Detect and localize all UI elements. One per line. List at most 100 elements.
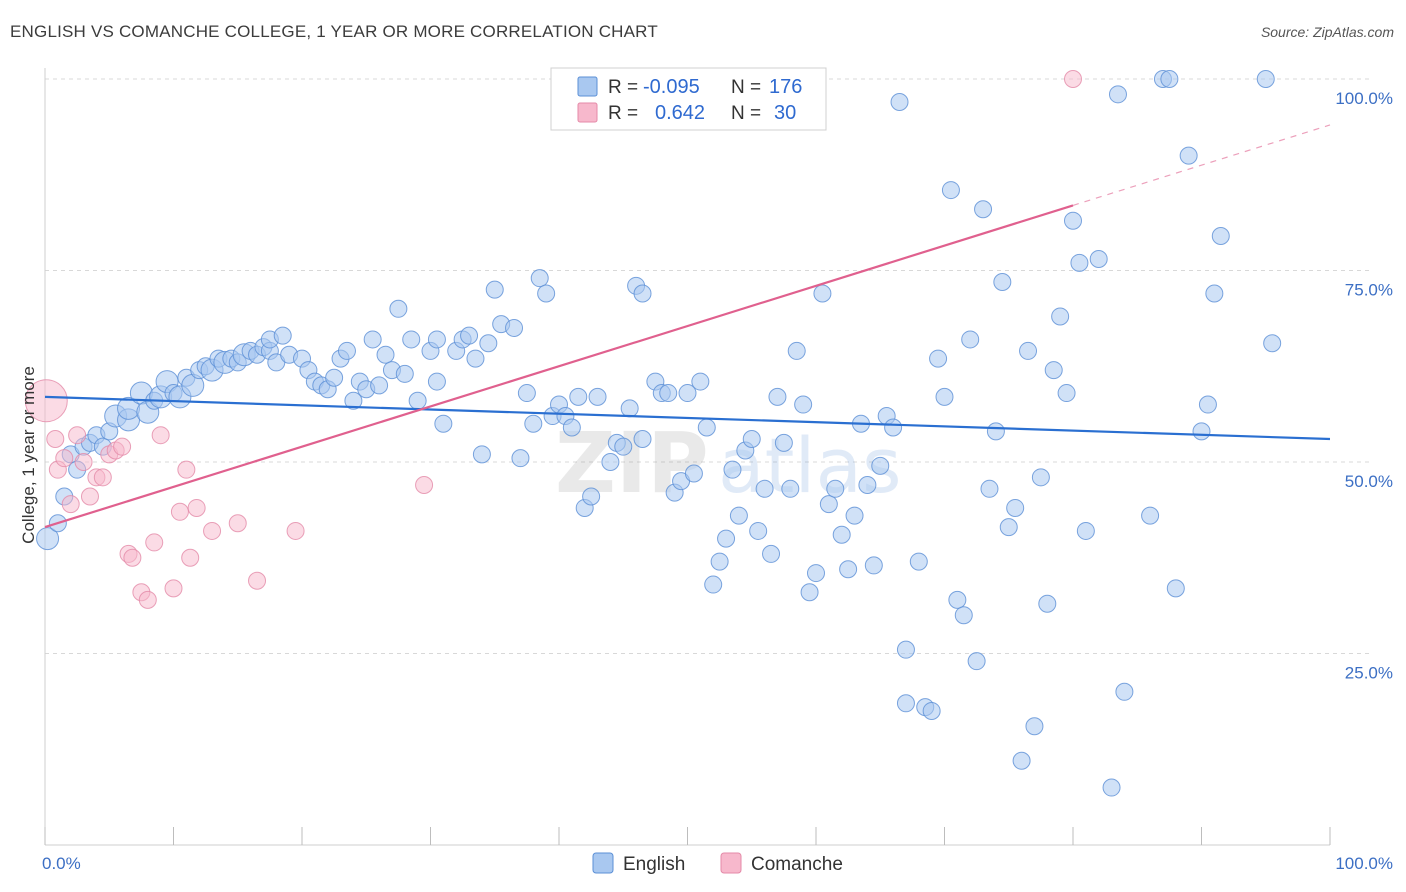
english-point [909,552,928,571]
english-point [427,330,446,349]
english-point [1263,334,1282,353]
comanche-point [248,571,267,590]
legend-english-r-label: R = [608,77,638,98]
comanche-point [228,514,247,533]
english-point [1031,468,1050,487]
english-point [864,556,883,575]
legend-comanche-n-label: N = [731,103,761,124]
comanche-point [170,502,189,521]
english-point [1070,253,1089,272]
english-point [659,384,678,403]
comanche-point [138,590,157,609]
english-point [826,479,845,498]
axes-layer: 25.0% 50.0% 75.0% 100.0% 0.0% 100.0% [42,68,1393,873]
english-point [588,387,607,406]
english-point [684,464,703,483]
comanche-point [415,475,434,494]
comanche-point [80,487,99,506]
english-point [813,284,832,303]
comanche-point [61,495,80,514]
english-point [697,418,716,437]
watermark: ZIP atlas [555,414,902,512]
english-point [787,341,806,360]
comanche-point [46,430,65,449]
english-point [1057,384,1076,403]
english-point [472,445,491,464]
english-point [839,560,858,579]
english-point [1166,579,1185,598]
english-point [1108,85,1127,104]
english-point [941,181,960,200]
english-point [935,387,954,406]
english-point [948,590,967,609]
english-point [389,299,408,318]
comanche-point [286,521,305,540]
english-point [434,414,453,433]
comanche-trend-line [44,204,1074,529]
english-point [633,430,652,449]
legend-english-n-label: N = [731,77,761,98]
english-point [325,368,344,387]
english-point [999,518,1018,537]
grid-layer [45,78,1372,654]
english-point [402,330,421,349]
points-layer [24,70,1282,797]
bottom-legend-swatch-comanche [720,852,742,874]
english-point [768,387,787,406]
english-point [460,326,479,345]
english-point [363,330,382,349]
comanche-point [145,533,164,552]
english-point [819,495,838,514]
english-point [36,527,60,551]
bottom-legend-comanche: Comanche [751,854,843,875]
english-point [344,391,363,410]
comanche-point [164,579,183,598]
english-point [427,372,446,391]
comanche-point [123,548,142,567]
english-point [845,506,864,525]
english-point [691,372,710,391]
english-point [755,479,774,498]
english-point [729,506,748,525]
english-point [858,475,877,494]
english-point [620,399,639,418]
comanche-point [24,379,68,423]
english-point [1025,717,1044,736]
english-point [408,391,427,410]
english-point [530,269,549,288]
english-point [1044,361,1063,380]
english-point [762,544,781,563]
english-point [742,430,761,449]
english-point [466,349,485,368]
english-trend-line [44,395,1331,441]
comanche-point [151,426,170,445]
english-point [896,640,915,659]
english-point [929,349,948,368]
english-point [961,330,980,349]
y-tick-label: 50.0% [1345,472,1393,491]
english-point [1198,395,1217,414]
x-tick-label-max: 100.0% [1335,854,1393,873]
comanche-point [93,468,112,487]
english-point [980,479,999,498]
bottom-legend-english: English [623,854,685,875]
english-point [1211,227,1230,246]
english-point [1256,70,1275,88]
english-point [1141,506,1160,525]
english-point [569,387,588,406]
english-point [1051,307,1070,326]
comanche-point [55,449,74,468]
english-point [517,384,536,403]
english-point [704,575,723,594]
english-point [524,414,543,433]
english-point [511,449,530,468]
english-point [884,418,903,437]
english-point [633,284,652,303]
english-point [974,200,993,219]
english-point [582,487,601,506]
comanche-point [187,498,206,517]
trend-layer [44,124,1331,529]
english-point [1089,250,1108,269]
english-point [1006,498,1025,517]
legend-comanche-n-value: 30 [774,102,796,124]
